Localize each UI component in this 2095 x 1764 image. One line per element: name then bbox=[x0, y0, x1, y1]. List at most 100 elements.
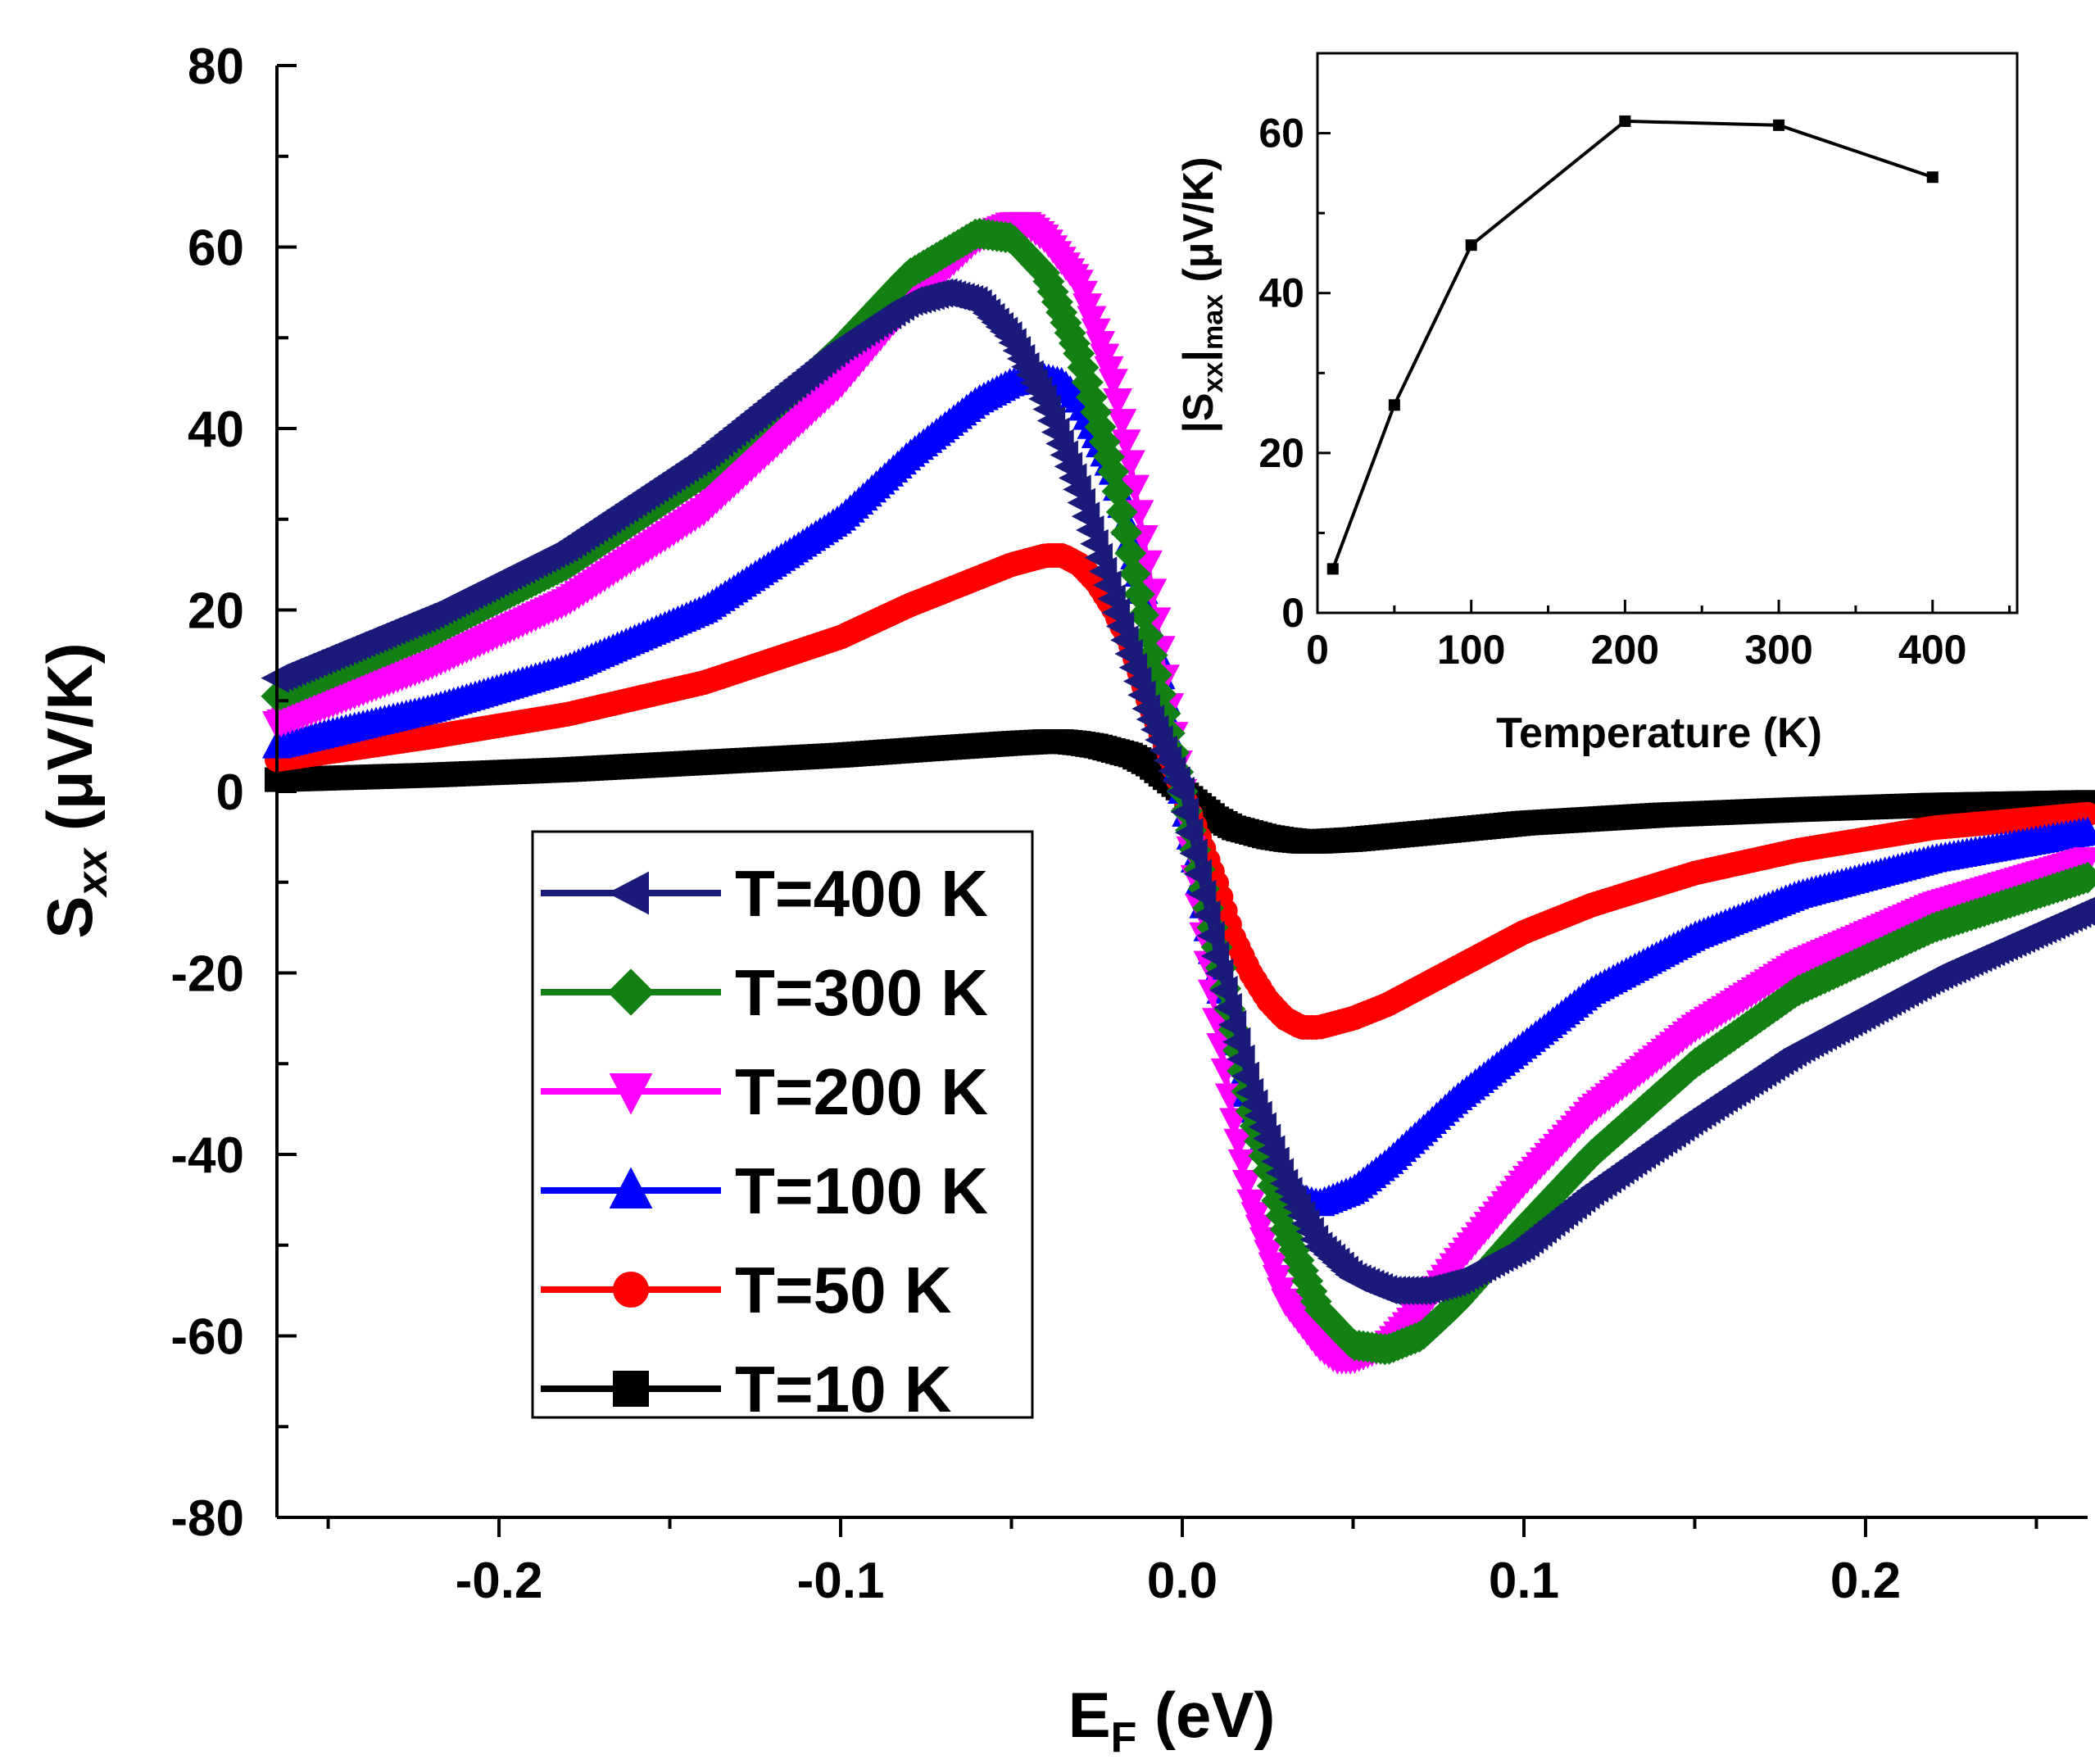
inset-y-axis-title-sub1: xx bbox=[1198, 361, 1229, 392]
inset-y-tick-label: 40 bbox=[1258, 270, 1304, 316]
data-point bbox=[1192, 900, 1221, 930]
legend-label: T=300 K bbox=[735, 956, 988, 1029]
main-x-tick-labels: -0.2 -0.1 0.0 0.1 0.2 bbox=[456, 1553, 1901, 1609]
data-point bbox=[1209, 975, 1238, 1005]
legend-label: T=10 K bbox=[735, 1353, 952, 1426]
legend-marker bbox=[609, 1073, 653, 1115]
data-point bbox=[1103, 388, 1133, 417]
data-point bbox=[1200, 941, 1230, 971]
data-point bbox=[1187, 879, 1217, 909]
inset-y-tick-label: 0 bbox=[1281, 590, 1304, 636]
legend-label: T=50 K bbox=[735, 1254, 952, 1326]
data-point bbox=[1101, 475, 1134, 508]
inset-data-point bbox=[1465, 239, 1477, 252]
inset-y-axis-title-mid: | bbox=[1175, 350, 1222, 362]
main-x-tick-label: 0.0 bbox=[1147, 1553, 1218, 1609]
main-y-tick-labels: -80 -60 -40 -20 0 20 40 60 80 bbox=[170, 39, 244, 1547]
inset-series-line bbox=[1331, 119, 1934, 570]
data-point bbox=[1204, 958, 1234, 988]
inset-y-tick-label: 60 bbox=[1258, 111, 1304, 156]
inset-data-point bbox=[1619, 115, 1631, 127]
inset-x-axis-title: Temperature (K) bbox=[1496, 710, 1822, 757]
main-y-tick-label: 40 bbox=[188, 401, 244, 458]
data-point bbox=[1223, 1128, 1254, 1158]
main-y-tick-label: 80 bbox=[188, 39, 244, 95]
inset-y-axis-title: |Sxx|max (μV/K) bbox=[1175, 156, 1229, 433]
data-point bbox=[1179, 838, 1208, 868]
inset-y-tick-label: 20 bbox=[1258, 430, 1304, 476]
data-point bbox=[1175, 818, 1204, 848]
inset-y-axis-title-pre: |S bbox=[1175, 392, 1222, 433]
main-x-tick-label: 0.2 bbox=[1830, 1553, 1901, 1609]
data-point bbox=[2073, 816, 2095, 845]
legend-entry: T=400 K bbox=[541, 857, 988, 930]
legend-label: T=100 K bbox=[735, 1154, 988, 1227]
inset-frame bbox=[1316, 52, 2019, 614]
data-point bbox=[1118, 557, 1151, 590]
main-y-tick-label: -60 bbox=[170, 1309, 244, 1366]
legend-entries: T=400 K T=300 K T=200 K T=100 K T=50 K T=10 K bbox=[541, 857, 988, 1426]
data-point bbox=[1231, 1170, 1262, 1199]
inset-chart: 0 100 200 300 400 0 20 40 60 Temperature (K) |S… bbox=[1175, 52, 2019, 757]
main-x-axis-title: EF (eV) bbox=[1068, 1679, 1276, 1762]
legend-marker bbox=[613, 1272, 649, 1308]
inset-axes bbox=[1316, 52, 2019, 614]
data-point bbox=[1105, 496, 1138, 528]
data-point bbox=[1231, 1061, 1259, 1091]
inset-x-tick-label: 200 bbox=[1591, 627, 1659, 673]
inset-x-tick-label: 400 bbox=[1898, 627, 1966, 673]
data-point bbox=[1120, 474, 1150, 504]
main-chart: -0.2 -0.1 0.0 0.1 0.2 -80-60-40-20020406080 … bbox=[34, 39, 2095, 1762]
data-point bbox=[2071, 897, 2095, 922]
main-x-tick-label: 0.1 bbox=[1489, 1553, 1559, 1609]
data-point bbox=[1196, 921, 1225, 951]
legend-entry: T=100 K bbox=[541, 1154, 988, 1227]
inset-data-point bbox=[1326, 563, 1339, 575]
data-point bbox=[1218, 1009, 1247, 1040]
data-point bbox=[1122, 578, 1155, 611]
data-point bbox=[1166, 777, 1195, 806]
legend-label: T=200 K bbox=[735, 1055, 988, 1128]
inset-data-point bbox=[1773, 119, 1785, 131]
main-y-tick-label: 60 bbox=[188, 220, 244, 277]
inset-x-tick-label: 300 bbox=[1744, 627, 1812, 673]
main-y-tick-label: -40 bbox=[170, 1127, 244, 1184]
inset-y-axis-title-rest: (μV/K) bbox=[1175, 156, 1222, 294]
main-y-axis-title-sub: xx bbox=[69, 847, 116, 899]
legend-label: T=400 K bbox=[735, 857, 988, 930]
main-x-axis-title-sub: F bbox=[1111, 1714, 1137, 1762]
data-point bbox=[1222, 1027, 1251, 1057]
main-axes bbox=[275, 64, 2088, 1537]
data-point bbox=[1183, 859, 1213, 889]
inset-data-point bbox=[1926, 171, 1939, 184]
main-y-tick-label: 20 bbox=[188, 583, 244, 640]
legend-entry: T=10 K bbox=[541, 1353, 952, 1426]
legend-entry: T=200 K bbox=[541, 1055, 988, 1128]
inset-x-tick-labels: 0 100 200 300 400 bbox=[1306, 627, 1966, 673]
legend-marker bbox=[613, 1371, 649, 1407]
main-series-group bbox=[261, 211, 2095, 1375]
data-point bbox=[1111, 429, 1141, 458]
main-y-tick-label: 0 bbox=[216, 764, 244, 821]
inset-data-point bbox=[1388, 399, 1400, 411]
data-point bbox=[1127, 599, 1160, 632]
data-point bbox=[1170, 797, 1199, 828]
legend-marker bbox=[607, 968, 655, 1016]
main-y-axis-title-main: S bbox=[34, 896, 106, 939]
legend-marker bbox=[609, 1167, 653, 1208]
data-point bbox=[2071, 861, 2095, 894]
main-x-tick-label: -0.2 bbox=[456, 1553, 543, 1609]
data-point bbox=[1098, 369, 1128, 397]
main-y-tick-label: -20 bbox=[170, 946, 244, 1003]
data-point bbox=[1213, 992, 1242, 1023]
main-y-tick-label: -80 bbox=[170, 1490, 244, 1547]
legend-marker bbox=[607, 871, 649, 915]
data-point bbox=[1114, 537, 1147, 569]
inset-x-tick-label: 100 bbox=[1437, 627, 1505, 673]
legend-entry: T=50 K bbox=[541, 1254, 952, 1326]
legend: T=400 K T=300 K T=200 K T=100 K T=50 K T=10 K bbox=[531, 830, 1034, 1426]
legend-box bbox=[531, 830, 1034, 1419]
main-y-axis-title-rest: (μV/K) bbox=[34, 642, 106, 848]
inset-series-group bbox=[1326, 115, 1939, 575]
